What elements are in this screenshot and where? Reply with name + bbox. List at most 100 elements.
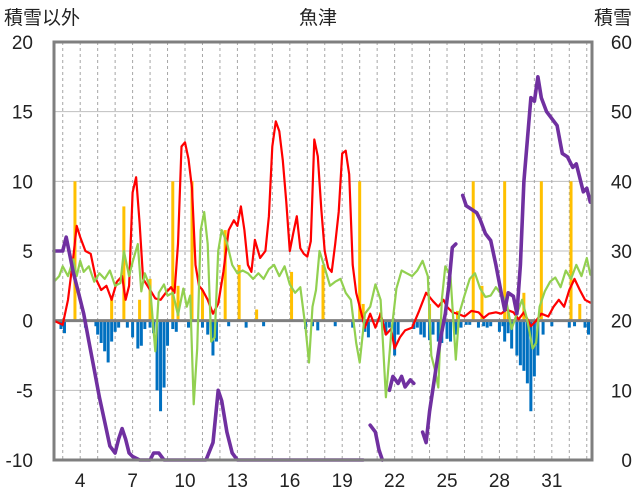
bar-blue (96, 320, 100, 335)
bar-blue (510, 320, 514, 349)
bar-blue (550, 320, 554, 327)
bar-blue (214, 320, 218, 342)
bar-blue (136, 320, 140, 349)
bar-blue (94, 320, 98, 327)
bar-blue (227, 320, 231, 327)
bar-yellow (110, 295, 114, 321)
bar-blue (99, 320, 103, 343)
y-left-tick-label: -10 (6, 451, 33, 472)
bar-blue (171, 320, 175, 330)
bar-blue (396, 320, 400, 335)
bar-blue (200, 320, 204, 328)
bar-blue (103, 320, 107, 352)
bar-yellow (471, 181, 475, 321)
bar-yellow (200, 290, 204, 321)
grid-lines (54, 42, 592, 460)
bar-yellow (321, 264, 325, 321)
bar-blue (459, 320, 463, 328)
bar-blue (155, 320, 159, 391)
series-line-purple (460, 75, 593, 316)
bar-yellow (237, 264, 241, 321)
x-tick-label: 7 (127, 471, 138, 492)
bar-blue (113, 320, 117, 332)
bar-blue (525, 320, 529, 384)
bar-blue (464, 320, 468, 325)
bar-blue (110, 320, 114, 342)
y-right-tick-label: 40 (611, 172, 632, 193)
chart-title: 魚津 (299, 7, 337, 29)
y-right-tick-label: 20 (611, 312, 632, 333)
bar-blue (518, 320, 522, 366)
bar-blue (522, 320, 526, 371)
bar-yellow (223, 230, 227, 321)
bar-blue (501, 320, 505, 327)
bar-yellow (569, 181, 573, 321)
bar-yellow (578, 303, 582, 321)
bar-blue (587, 320, 591, 335)
bar-blue (174, 320, 178, 332)
y-left-tick-label: -5 (16, 381, 33, 402)
bar-blue (148, 320, 152, 328)
bar-blue (333, 320, 337, 327)
bar-blue (106, 320, 110, 363)
bar-blue (583, 320, 587, 328)
series-line-purple (387, 374, 416, 393)
bar-yellow (290, 271, 294, 321)
bar-blue (159, 320, 163, 412)
y-left-tick-label: 15 (12, 103, 33, 124)
y-right-tick-label: 10 (611, 381, 632, 402)
x-tick-label: 10 (174, 471, 195, 492)
bar-blue (162, 320, 166, 388)
bar-blue (415, 320, 419, 328)
y-left-tick-label: 10 (12, 172, 33, 193)
x-tick-label: 13 (227, 471, 248, 492)
plot-frame (52, 40, 594, 462)
right-axis-label: 積雪 (594, 7, 632, 29)
y-right-tick-label: 0 (621, 451, 632, 472)
bar-blue (497, 320, 501, 332)
bar-blue (485, 320, 489, 328)
bar-blue (468, 320, 472, 325)
bar-yellow (503, 181, 507, 321)
bar-yellow (539, 181, 543, 321)
bar-yellow (138, 299, 142, 321)
bar-blue (567, 320, 571, 328)
bar-blue (62, 320, 66, 334)
y-right-tick-label: 30 (611, 242, 632, 263)
x-tick-label: 31 (541, 471, 562, 492)
bar-blue (387, 320, 391, 328)
series-line-green (52, 210, 592, 406)
bar-blue (431, 320, 435, 335)
y-left-tick-label: 20 (12, 33, 33, 54)
bar-blue (117, 320, 121, 328)
bar-blue (482, 320, 486, 327)
bar-yellow (456, 310, 459, 321)
bar-blue (445, 320, 449, 339)
x-tick-label: 22 (384, 471, 405, 492)
x-tick-label: 16 (279, 471, 300, 492)
bar-yellow (176, 285, 180, 321)
bar-blue (366, 320, 370, 338)
bar-blue (262, 320, 266, 327)
bar-blue (125, 320, 129, 328)
bar-blue (143, 320, 147, 330)
bar-yellow (171, 181, 175, 321)
bar-blue (489, 320, 493, 327)
y-left-tick-label: 0 (22, 312, 33, 333)
bar-blue (187, 320, 190, 328)
bar-blue (536, 320, 540, 356)
bar-blue (529, 320, 533, 412)
x-tick-label: 4 (75, 471, 86, 492)
bar-blue (532, 320, 536, 377)
bar-blue (503, 320, 507, 342)
x-tick-label: 28 (489, 471, 510, 492)
bar-yellow (358, 181, 362, 321)
bar-yellow (190, 181, 194, 321)
bar-yellow (361, 303, 365, 321)
bar-blue (454, 320, 458, 335)
bar-yellow (255, 309, 259, 321)
bar-blue (449, 320, 453, 342)
bar-blue (515, 320, 519, 356)
